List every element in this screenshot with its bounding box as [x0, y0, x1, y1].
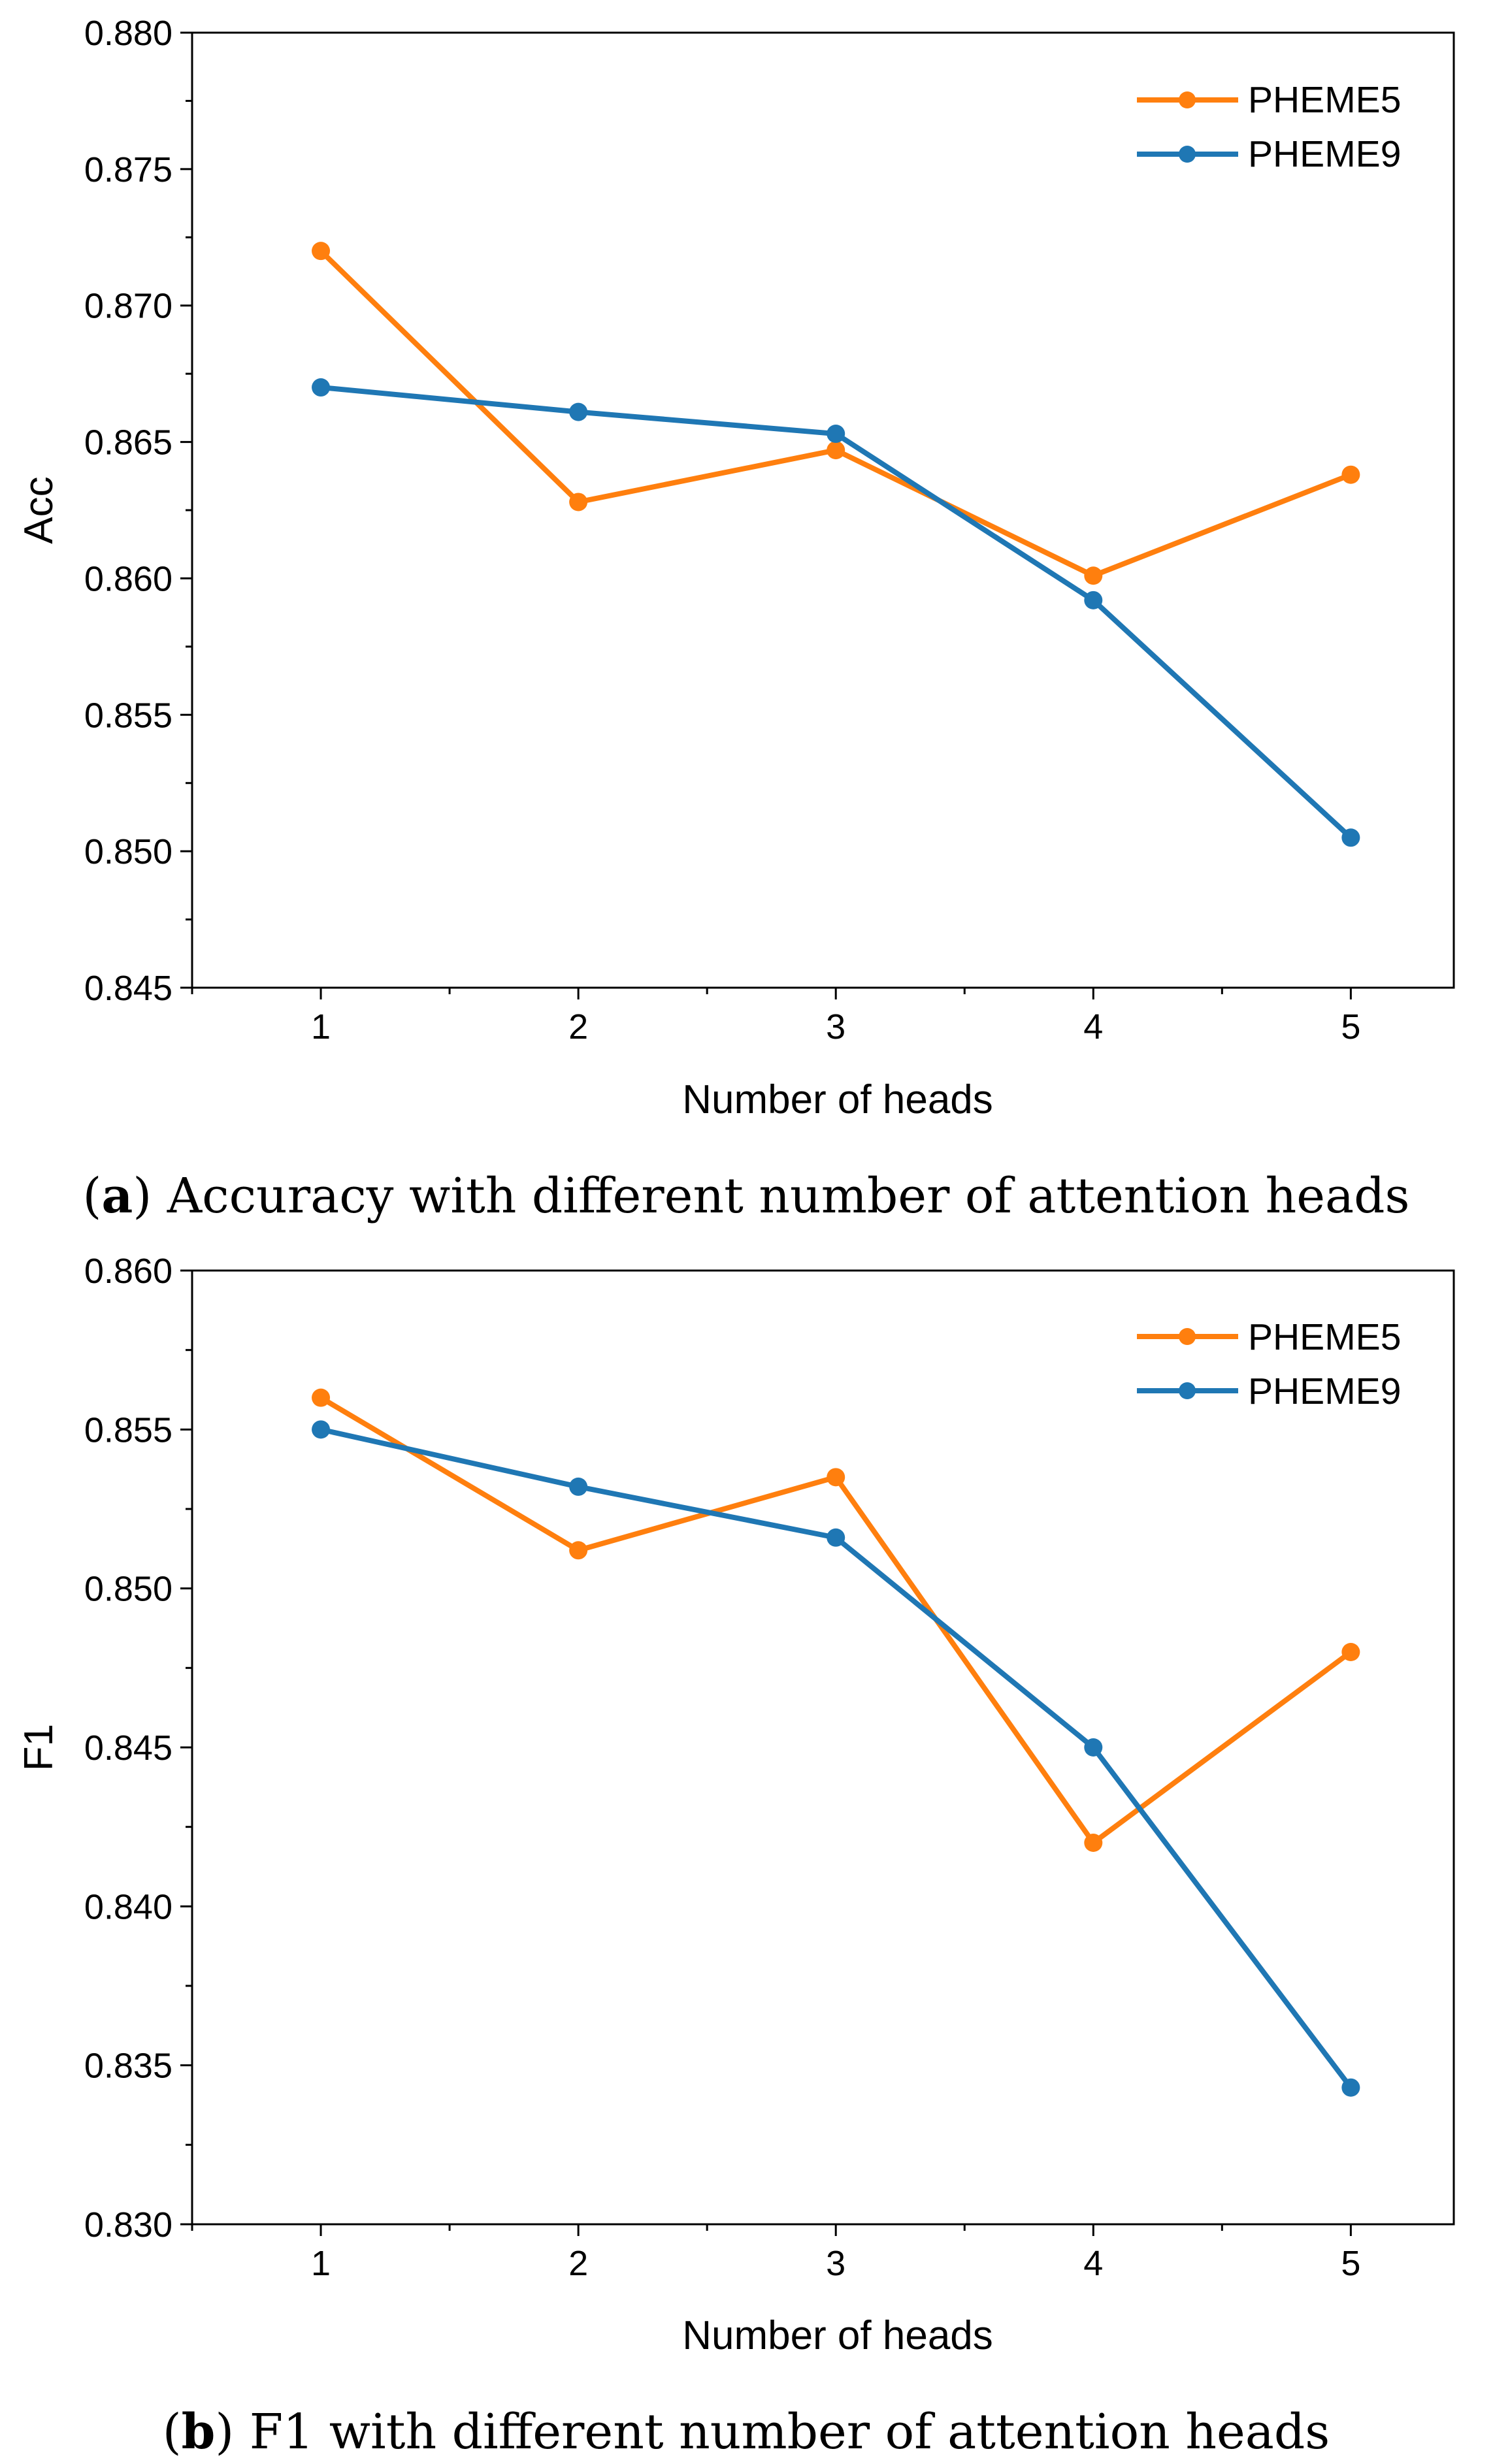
y-tick-label: 0.835: [84, 2047, 172, 2086]
data-point-pheme9: [1084, 1738, 1103, 1757]
x-axis-label: Number of heads: [682, 1077, 993, 1122]
x-tick-label: 4: [1083, 1007, 1103, 1046]
legend: PHEME5 PHEME9: [1137, 1316, 1401, 1412]
caption-label-b: b: [182, 2404, 216, 2460]
x-tick-label: 3: [826, 1007, 845, 1046]
legend-marker-pheme9: [1179, 146, 1196, 163]
series-line-pheme9: [318, 1427, 1354, 2090]
plot-frame: [191, 1269, 1455, 2226]
data-point-pheme5: [312, 1388, 331, 1407]
y-axis-label: F1: [16, 1724, 61, 1771]
y-tick-label: 0.850: [84, 832, 172, 871]
legend: PHEME5 PHEME9: [1137, 79, 1401, 175]
y-tick-label: 0.840: [84, 1887, 172, 1926]
x-axis: 1 2 3 4 5: [191, 988, 1360, 1046]
y-tick-label: 0.860: [84, 559, 172, 598]
data-point-pheme9: [1341, 2078, 1360, 2097]
series-points: [312, 1388, 1360, 2097]
x-tick-label: 1: [311, 2244, 331, 2283]
y-tick-label: 0.880: [84, 14, 172, 53]
data-point-pheme9: [827, 425, 845, 444]
data-point-pheme9: [827, 1528, 845, 1547]
y-tick-label: 0.860: [84, 1252, 172, 1291]
data-point-pheme5: [827, 1468, 845, 1487]
legend-label-pheme5: PHEME5: [1248, 79, 1401, 121]
y-tick-label: 0.845: [84, 1728, 172, 1768]
legend-label-pheme9: PHEME9: [1248, 1370, 1401, 1412]
caption-text-b: F1 with different number of attention he…: [250, 2404, 1330, 2460]
legend-marker-pheme9: [1179, 1382, 1196, 1399]
x-tick-label: 2: [568, 1007, 588, 1046]
y-axis-label: Acc: [16, 476, 61, 543]
caption-a: (a) Accuracy with different number of at…: [82, 1168, 1409, 1224]
data-point-pheme5: [1341, 465, 1360, 484]
data-point-pheme5: [827, 441, 845, 460]
panel-accuracy: 0.845 0.850 0.855 0.860 0.865 0.870 0.875 0.880…: [16, 14, 1455, 1224]
x-tick-label: 3: [826, 2244, 845, 2283]
x-axis-label: Number of heads: [682, 2313, 993, 2358]
data-point-pheme5: [1084, 566, 1103, 585]
y-axis: 0.845 0.850 0.855 0.860 0.865 0.870 0.875 0.880: [84, 14, 192, 1008]
data-point-pheme5: [1341, 1643, 1360, 1661]
data-point-pheme9: [312, 1420, 331, 1439]
caption-text-a: Accuracy with different number of attent…: [167, 1168, 1410, 1224]
data-point-pheme9: [312, 378, 331, 397]
data-point-pheme5: [312, 242, 331, 261]
caption-b: (b) F1 with different number of attentio…: [163, 2404, 1330, 2460]
y-tick-label: 0.855: [84, 1410, 172, 1450]
x-tick-label: 2: [568, 2244, 588, 2283]
data-point-pheme5: [569, 1541, 588, 1560]
series-lines: [318, 248, 1354, 841]
x-tick-label: 5: [1341, 2244, 1360, 2283]
series-points: [312, 242, 1360, 847]
x-tick-label: 1: [311, 1007, 331, 1046]
y-tick-label: 0.845: [84, 969, 172, 1008]
y-tick-label: 0.850: [84, 1570, 172, 1609]
series-line-pheme5: [318, 248, 1354, 579]
legend-label-pheme5: PHEME5: [1248, 1316, 1401, 1358]
y-axis: 0.830 0.835 0.840 0.845 0.850 0.855 0.860: [84, 1252, 192, 2245]
x-tick-label: 4: [1083, 2244, 1103, 2283]
panel-f1: 0.830 0.835 0.840 0.845 0.850 0.855 0.860 1 2 3 4…: [16, 1252, 1455, 2460]
y-tick-label: 0.870: [84, 287, 172, 326]
legend-marker-pheme5: [1179, 1328, 1196, 1345]
data-point-pheme9: [569, 1477, 588, 1496]
y-tick-label: 0.865: [84, 423, 172, 462]
x-axis: 1 2 3 4 5: [191, 2224, 1360, 2283]
caption-label-a: a: [101, 1168, 133, 1224]
data-point-pheme9: [1341, 828, 1360, 847]
y-tick-label: 0.875: [84, 150, 172, 189]
x-tick-label: 5: [1341, 1007, 1360, 1046]
series-lines: [318, 1395, 1354, 2090]
y-tick-label: 0.830: [84, 2205, 172, 2245]
data-point-pheme5: [1084, 1834, 1103, 1852]
y-tick-label: 0.855: [84, 696, 172, 735]
data-point-pheme9: [1084, 591, 1103, 609]
data-point-pheme9: [569, 402, 588, 421]
legend-marker-pheme5: [1179, 91, 1196, 108]
legend-label-pheme9: PHEME9: [1248, 133, 1401, 175]
data-point-pheme5: [569, 493, 588, 511]
